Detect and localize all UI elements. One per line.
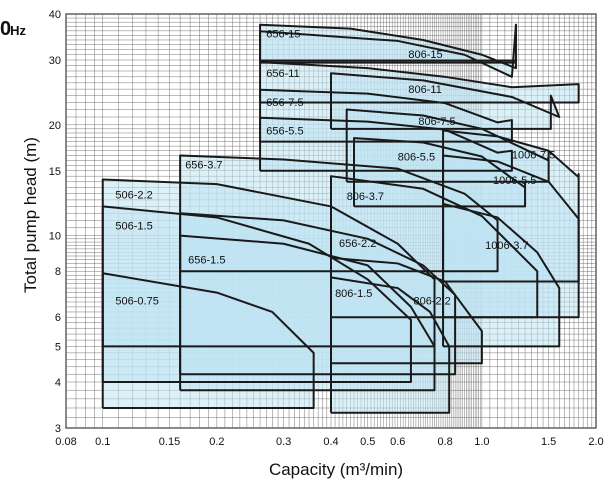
area-outline-506-1.5	[101, 205, 412, 384]
series-label-806-11: 806-11	[408, 84, 441, 96]
x-tick-label: 1.0	[474, 436, 489, 448]
area-fill-1006-3.7	[443, 203, 560, 347]
x-tick-label: 0.3	[276, 436, 291, 448]
area-outline-506-2.2	[101, 178, 436, 348]
series-label-806-5.5: 806-5.5	[398, 151, 435, 163]
area-outline-1006-5.5	[442, 154, 580, 319]
y-tick-label: 4	[55, 377, 61, 389]
axis-ticks: 0.08 0.1 0.15 0.2 0.3 0.4 0.5 0.6 0.8 1.0 1.5 2.0 3 4…	[49, 9, 604, 448]
area-outline-806-3.7	[330, 175, 539, 319]
area-outline-806-7.5	[345, 108, 550, 183]
series-label-506-0.75: 506-0.75	[115, 295, 158, 307]
x-tick-label: 0.08	[55, 436, 76, 448]
y-tick-label: 8	[55, 266, 61, 278]
x-tick-label: 2.0	[588, 436, 603, 448]
chart-areas	[101, 23, 580, 414]
series-label-506-2.2: 506-2.2	[115, 190, 152, 202]
area-outline-656-2.2	[179, 212, 457, 376]
area-outline-806-5.5	[353, 137, 527, 208]
y-tick-label: 10	[49, 231, 61, 243]
area-outline-656-15	[259, 23, 517, 70]
x-tick-label: 0.1	[95, 436, 110, 448]
frequency-label: 0Hz	[0, 18, 26, 41]
series-label-806-7.5: 806-7.5	[418, 116, 455, 128]
y-tick-label: 3	[55, 423, 61, 435]
series-label-1006-5.5: 1006-5.5	[493, 175, 536, 187]
y-axis-label: Total pump head (m)	[21, 137, 40, 293]
series-label-656-7.5: 656-7.5	[266, 97, 303, 109]
series-label-806-2.2: 806-2.2	[413, 295, 450, 307]
series-label-656-1.5: 656-1.5	[188, 254, 225, 266]
area-outline-1006-3.7	[442, 202, 561, 348]
y-tick-label: 30	[49, 55, 61, 67]
area-outline-806-11	[330, 72, 561, 130]
frequency-unit: Hz	[10, 23, 27, 38]
area-outline-656-11	[259, 61, 580, 104]
series-label-806-1.5: 806-1.5	[335, 288, 372, 300]
x-tick-label: 0.5	[360, 436, 375, 448]
area-outline-806-1.5	[330, 276, 451, 414]
x-tick-label: 0.6	[390, 436, 405, 448]
x-axis-label: Capacity (m³/min)	[268, 460, 404, 479]
y-tick-label: 5	[55, 341, 61, 353]
series-label-1006-7.5: 1006-7.5	[512, 149, 555, 161]
x-tick-label: 0.8	[437, 436, 452, 448]
series-label-656-15: 656-15	[266, 29, 300, 41]
x-tick-label: 0.2	[209, 436, 224, 448]
y-tick-label: 15	[49, 166, 61, 178]
area-outline-656-3.7	[179, 154, 499, 273]
x-tick-label: 1.5	[541, 436, 556, 448]
series-label-656-3.7: 656-3.7	[185, 160, 222, 172]
series-labels: 806-15 656-15 806-11 656-11 656-7.5 806-7.5 10…	[115, 29, 555, 308]
series-label-1006-3.7: 1006-3.7	[485, 240, 528, 252]
frequency-digit: 0	[0, 18, 11, 40]
area-fill-806-1.5	[331, 277, 450, 413]
series-label-806-15: 806-15	[408, 49, 442, 61]
x-tick-label: 0.4	[323, 436, 338, 448]
area-outline-506-0.75	[101, 272, 315, 409]
series-label-656-11: 656-11	[266, 68, 299, 80]
series-label-656-2.2: 656-2.2	[339, 238, 376, 250]
y-tick-label: 20	[49, 120, 61, 132]
series-label-656-5.5: 656-5.5	[266, 126, 303, 138]
y-tick-label: 6	[55, 312, 61, 324]
area-outline-656-7.5	[259, 88, 513, 143]
x-tick-label: 0.15	[159, 436, 180, 448]
y-tick-label: 40	[49, 9, 61, 21]
series-label-506-1.5: 506-1.5	[115, 220, 152, 232]
series-label-806-3.7: 806-3.7	[347, 191, 384, 203]
